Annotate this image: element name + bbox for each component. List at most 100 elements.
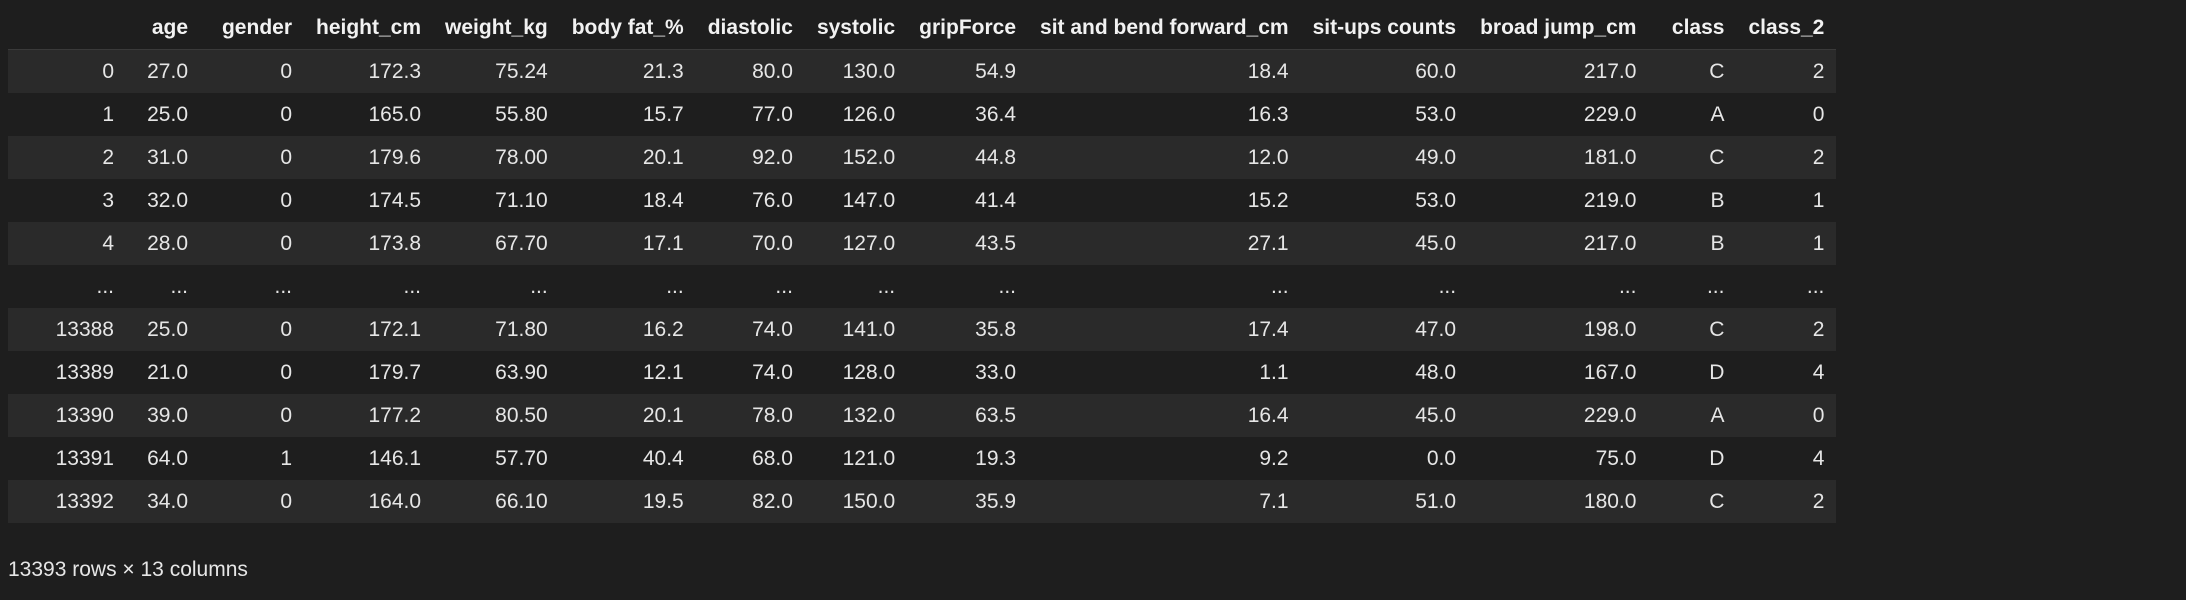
table-cell: C <box>1648 49 1737 93</box>
table-cell: 77.0 <box>695 93 805 136</box>
table-cell: 0 <box>200 394 304 437</box>
table-cell: 80.0 <box>695 49 805 93</box>
table-cell: 54.9 <box>907 49 1029 93</box>
table-cell: 63.5 <box>907 394 1029 437</box>
table-cell: 27.1 <box>1028 222 1301 265</box>
row-index: 4 <box>8 222 126 265</box>
table-cell: 172.3 <box>304 49 434 93</box>
table-cell: 31.0 <box>126 136 200 179</box>
table-cell: 53.0 <box>1300 179 1469 222</box>
table-cell: B <box>1648 222 1737 265</box>
column-header: class_2 <box>1736 6 1837 50</box>
table-cell: 17.1 <box>559 222 696 265</box>
table-cell: C <box>1648 480 1737 523</box>
table-cell: 19.5 <box>559 480 696 523</box>
table-cell: ... <box>1300 265 1469 308</box>
table-row: 1 25.0 0 165.0 55.80 15.7 77.0 126.0 36.4 16.3 53.… <box>8 93 1837 136</box>
table-row: 13388 25.0 0 172.1 71.80 16.2 74.0 141.0 35.8 17.… <box>8 308 1837 351</box>
table-cell: D <box>1648 351 1737 394</box>
table-cell: 0 <box>1736 394 1837 437</box>
table-cell: 66.10 <box>433 480 560 523</box>
table-cell: 121.0 <box>804 437 908 480</box>
table-cell: 36.4 <box>907 93 1029 136</box>
dataframe-table: age gender height_cm weight_kg body fat_… <box>8 6 1837 523</box>
table-cell: 229.0 <box>1468 93 1649 136</box>
table-cell: 43.5 <box>907 222 1029 265</box>
row-index: 13388 <box>8 308 126 351</box>
table-cell: 53.0 <box>1300 93 1469 136</box>
table-row: 2 31.0 0 179.6 78.00 20.1 92.0 152.0 44.8 12.0 49.… <box>8 136 1837 179</box>
table-cell: 47.0 <box>1300 308 1469 351</box>
table-cell: 49.0 <box>1300 136 1469 179</box>
table-cell: ... <box>1736 265 1837 308</box>
table-cell: 2 <box>1736 49 1837 93</box>
table-cell: 141.0 <box>804 308 908 351</box>
table-cell: 130.0 <box>804 49 908 93</box>
column-header: gender <box>200 6 304 50</box>
table-cell: 25.0 <box>126 93 200 136</box>
column-header: age <box>126 6 200 50</box>
table-cell: 0 <box>200 351 304 394</box>
table-cell: ... <box>200 265 304 308</box>
table-cell: 68.0 <box>695 437 805 480</box>
table-cell: 128.0 <box>804 351 908 394</box>
table-cell: 78.0 <box>695 394 805 437</box>
table-cell: 167.0 <box>1468 351 1649 394</box>
header-row: age gender height_cm weight_kg body fat_… <box>8 6 1837 50</box>
table-cell: 71.10 <box>433 179 560 222</box>
row-index: 13391 <box>8 437 126 480</box>
table-cell: 172.1 <box>304 308 434 351</box>
column-header: sit-ups counts <box>1300 6 1469 50</box>
table-cell: 64.0 <box>126 437 200 480</box>
table-cell: 9.2 <box>1028 437 1301 480</box>
table-row: 4 28.0 0 173.8 67.70 17.1 70.0 127.0 43.5 27.1 45.… <box>8 222 1837 265</box>
table-cell: 80.50 <box>433 394 560 437</box>
table-cell: ... <box>433 265 560 308</box>
row-index: 3 <box>8 179 126 222</box>
table-cell: 177.2 <box>304 394 434 437</box>
table-cell: 164.0 <box>304 480 434 523</box>
column-header: sit and bend forward_cm <box>1028 6 1301 50</box>
table-cell: 4 <box>1736 351 1837 394</box>
table-cell: 45.0 <box>1300 394 1469 437</box>
table-cell: 18.4 <box>1028 49 1301 93</box>
table-cell: 2 <box>1736 308 1837 351</box>
row-index: 2 <box>8 136 126 179</box>
table-cell: 34.0 <box>126 480 200 523</box>
table-cell: 70.0 <box>695 222 805 265</box>
table-cell: 51.0 <box>1300 480 1469 523</box>
table-cell: 57.70 <box>433 437 560 480</box>
table-cell: ... <box>1648 265 1737 308</box>
table-body: 0 27.0 0 172.3 75.24 21.3 80.0 130.0 54.9 18.4 60.… <box>8 49 1837 523</box>
table-cell: 0 <box>200 93 304 136</box>
table-cell: 1 <box>200 437 304 480</box>
table-cell: 20.1 <box>559 394 696 437</box>
table-cell: 92.0 <box>695 136 805 179</box>
table-cell: 179.6 <box>304 136 434 179</box>
column-header: weight_kg <box>433 6 560 50</box>
table-cell: 76.0 <box>695 179 805 222</box>
table-cell: 0 <box>200 49 304 93</box>
table-cell: 16.2 <box>559 308 696 351</box>
table-cell: 48.0 <box>1300 351 1469 394</box>
table-cell: 15.7 <box>559 93 696 136</box>
table-cell: ... <box>1468 265 1649 308</box>
table-cell: 1.1 <box>1028 351 1301 394</box>
table-cell: 229.0 <box>1468 394 1649 437</box>
table-cell: 21.3 <box>559 49 696 93</box>
table-row: 13389 21.0 0 179.7 63.90 12.1 74.0 128.0 33.0 1.1… <box>8 351 1837 394</box>
table-cell: 63.90 <box>433 351 560 394</box>
table-cell: 1 <box>1736 222 1837 265</box>
table-cell: 127.0 <box>804 222 908 265</box>
table-cell: 1 <box>1736 179 1837 222</box>
table-cell: 82.0 <box>695 480 805 523</box>
table-cell: 181.0 <box>1468 136 1649 179</box>
table-cell: 35.8 <box>907 308 1029 351</box>
table-cell: 75.0 <box>1468 437 1649 480</box>
table-cell: ... <box>804 265 908 308</box>
table-cell: 217.0 <box>1468 222 1649 265</box>
table-row: ........................................… <box>8 265 1837 308</box>
table-cell: A <box>1648 394 1737 437</box>
table-cell: ... <box>304 265 434 308</box>
